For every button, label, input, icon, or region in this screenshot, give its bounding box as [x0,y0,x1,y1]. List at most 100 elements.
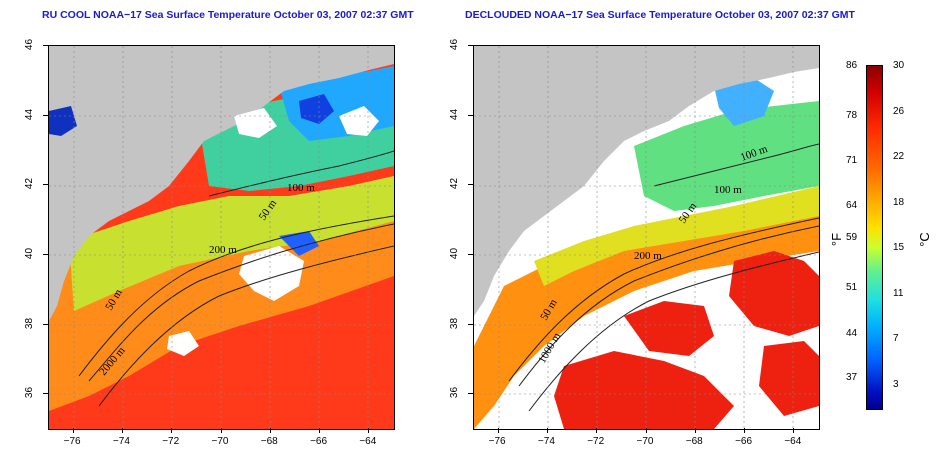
x-tick-label: −72 [587,436,605,447]
shelf-water-yellow [69,176,394,311]
colorbar-f-tick: 37 [846,372,858,383]
colorbar-f-tick: 78 [846,110,858,121]
x-tick-label: −76 [488,436,506,447]
colorbar-c-tick: 30 [893,60,905,71]
colorbar-c-tick: 3 [893,378,899,390]
y-tick-mark [468,45,473,46]
depth-contour-200m [518,225,819,387]
y-tick-mark [43,114,48,116]
y-tick-mark [468,323,473,325]
colorbar-c-tick: 15 [893,242,905,253]
contour-label: 100 m [287,182,315,194]
cloud-patch [239,246,304,301]
depth-contour-100m [208,150,394,197]
x-tick-label: −68 [685,436,703,447]
warm-water-patch [759,341,819,416]
cloud-patch [167,331,199,356]
warm-water-patch [624,301,714,356]
colorbar-c-tick: 26 [893,105,905,117]
colorbar-f-tick: 51 [846,282,858,293]
x-tick-mark [546,428,548,433]
colorbar-f-tick: 59 [846,232,858,243]
x-tick-label: −68 [260,436,278,447]
x-tick-mark [368,428,370,433]
y-tick-label: 44 [449,108,461,120]
lat-lon-grid [49,46,394,429]
x-tick-mark [121,428,123,433]
right-map-title: DECLOUDED NOAA−17 Sea Surface Temperatur… [465,9,855,21]
temperature-colorbar [866,65,883,410]
colorbar-f-tick: 71 [846,155,858,166]
x-tick-label: −70 [211,436,229,447]
x-tick-label: −64 [784,436,802,447]
depth-contour-200m [88,223,394,382]
cold-water-patch [49,106,77,136]
y-tick-mark [43,184,48,186]
x-tick-mark [319,428,321,433]
y-tick-label: 42 [24,178,36,190]
x-tick-mark [793,428,795,433]
cold-water-patch [279,231,319,256]
depth-contour-100m [653,143,819,187]
depth-contour-2000m [98,245,394,407]
y-tick-mark [43,323,48,325]
x-tick-label: −66 [735,436,753,447]
cold-water-patch [299,94,334,124]
x-tick-label: −76 [63,436,81,447]
x-tick-mark [269,428,271,433]
land-mass [49,46,394,321]
x-tick-label: −72 [162,436,180,447]
y-tick-label: 36 [24,387,36,399]
y-tick-mark [468,184,473,186]
contour-label: 200 m [209,244,237,256]
warm-water-patch [729,251,819,336]
x-tick-mark [171,428,173,433]
y-tick-label: 46 [24,38,36,51]
colorbar-c-tick: 18 [893,196,905,208]
y-tick-label: 38 [449,317,461,329]
x-tick-mark [596,428,598,433]
x-tick-mark [72,428,74,433]
declouded-sst-map: 100 m 100 m 50 m 200 m 50 m 1000 m [473,45,820,430]
y-tick-mark [43,393,48,395]
fahrenheit-unit-label: °F [829,232,845,247]
celsius-unit-label: °C [916,232,932,247]
x-tick-mark [694,428,696,433]
x-tick-label: −74 [537,436,555,447]
cloud-patch [234,108,277,138]
x-tick-label: −70 [636,436,654,447]
x-tick-mark [220,428,222,433]
depth-contour-50m [508,217,819,382]
x-tick-mark [744,428,746,433]
contour-label: 100 m [714,184,742,196]
x-tick-label: −64 [359,436,377,447]
depth-contour-1000m [528,251,819,412]
colorbar-f-tick: 64 [846,200,858,211]
y-tick-label: 46 [449,38,461,51]
land-mass [474,46,819,316]
contour-label: 200 m [634,250,662,262]
colorbar-c-tick: 11 [893,287,904,299]
colorbar-c-tick: 7 [893,333,899,344]
left-map-title: RU COOL NOAA−17 Sea Surface Temperature … [42,9,414,21]
y-tick-label: 40 [24,247,36,259]
colorbar-c-tick: 22 [893,151,905,162]
warm-water-patch [554,351,734,429]
y-tick-mark [43,45,48,46]
gulf-cool-water [634,101,819,211]
shelf-water-yellow [534,186,819,286]
x-tick-label: −66 [310,436,328,447]
y-tick-label: 38 [24,317,36,329]
colorbar-f-tick: 86 [846,60,858,71]
lat-lon-grid [474,46,819,429]
colorbar-f-tick: 44 [846,328,858,339]
x-tick-mark [497,428,499,433]
cloud-patch [339,106,379,136]
y-tick-mark [468,253,473,255]
x-tick-label: −74 [112,436,130,447]
y-tick-label: 44 [24,108,36,120]
y-tick-label: 42 [449,178,461,190]
x-tick-mark [645,428,647,433]
y-tick-mark [468,114,473,116]
y-tick-label: 40 [449,247,461,259]
